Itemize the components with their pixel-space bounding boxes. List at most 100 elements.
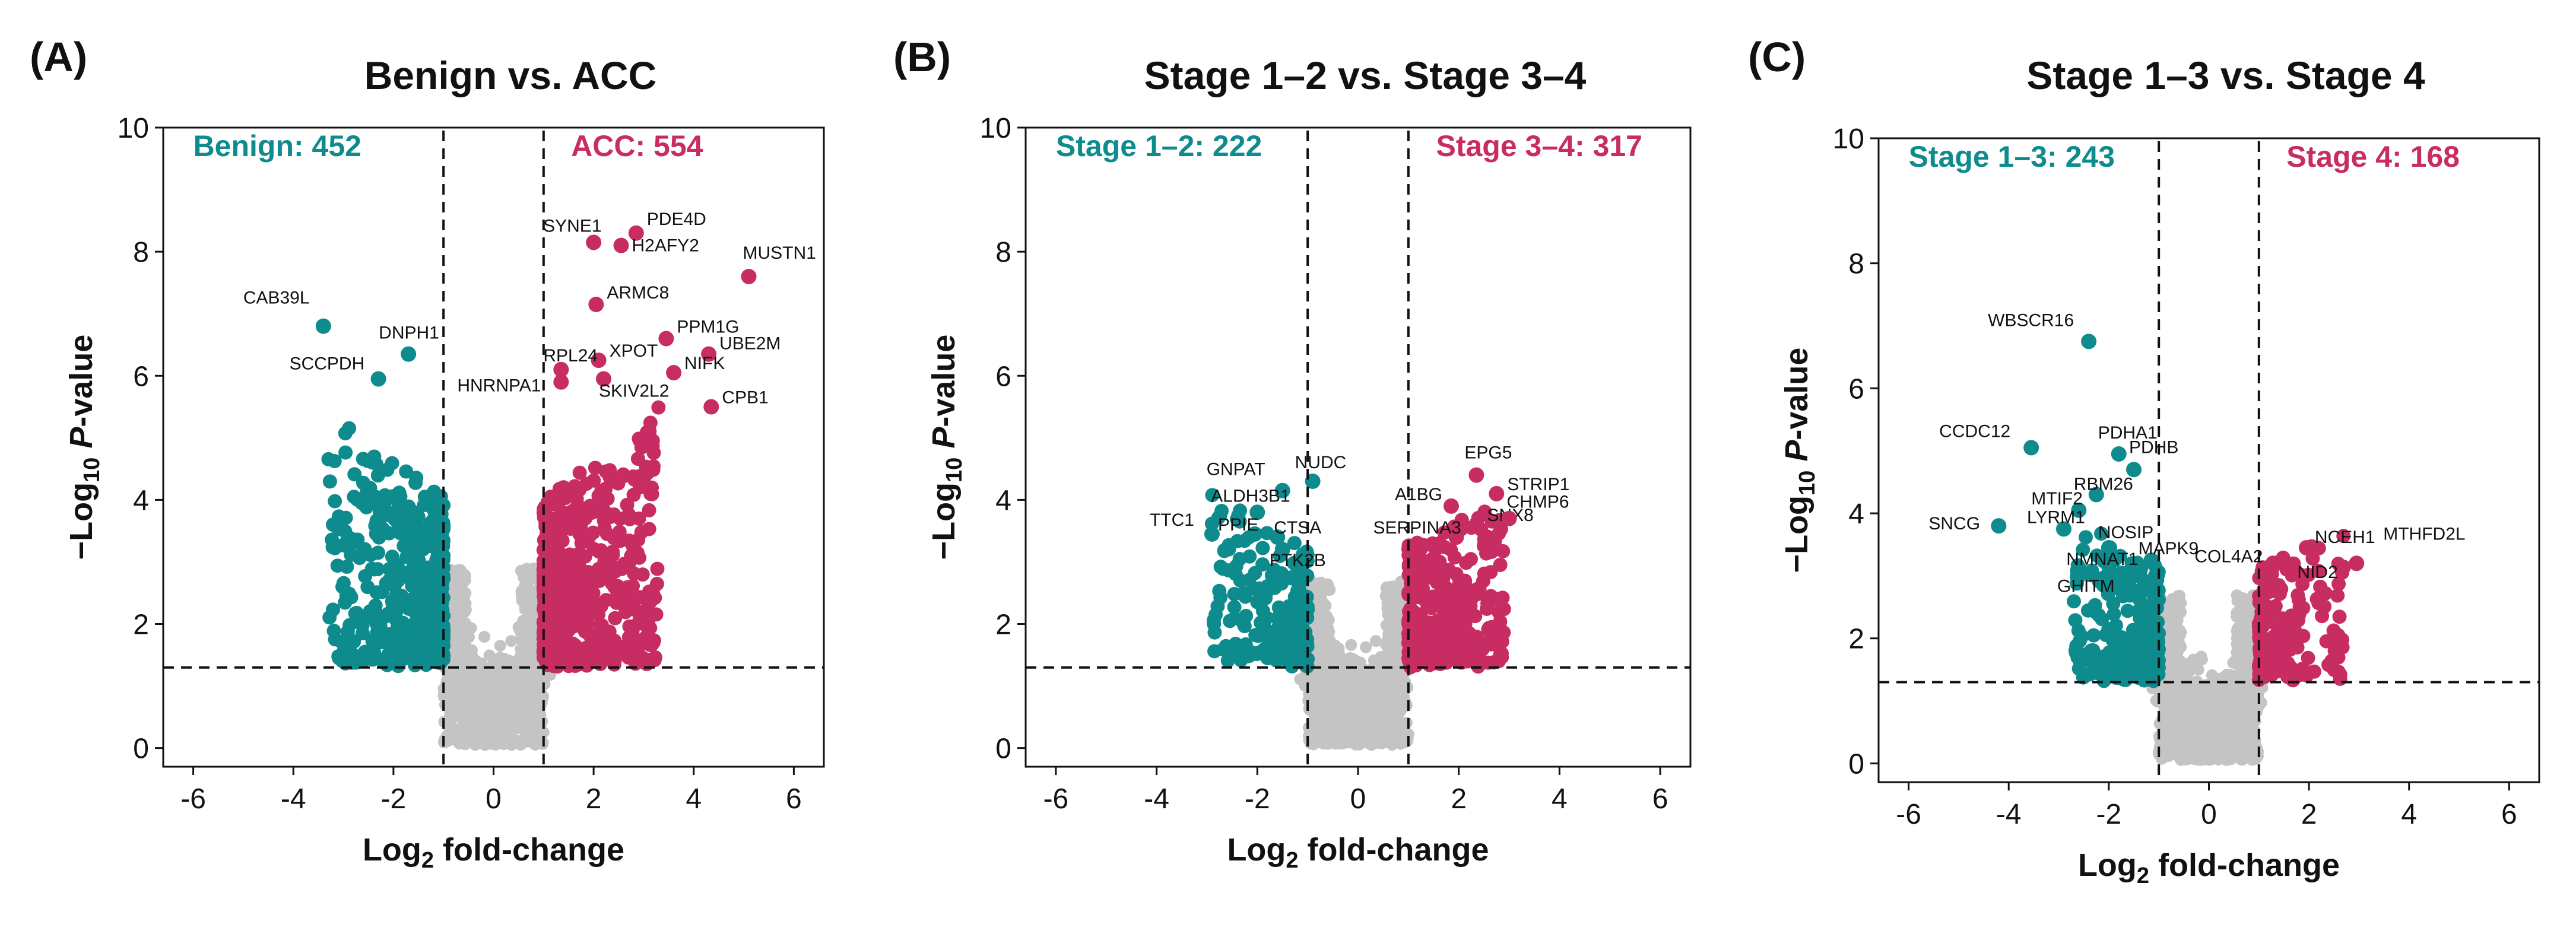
up-point — [582, 566, 597, 580]
down-point — [1238, 589, 1253, 604]
ns-point — [448, 590, 461, 602]
ns-point — [1333, 657, 1346, 669]
up-point — [565, 483, 580, 498]
ns-point — [1388, 625, 1401, 637]
ns-point — [2201, 710, 2213, 723]
ns-point — [2191, 675, 2203, 688]
up-point — [586, 586, 601, 601]
labeled-point — [1249, 504, 1265, 520]
ns-point — [525, 684, 538, 697]
labeled-point — [401, 346, 417, 362]
labeled-point — [586, 234, 602, 250]
ns-point — [2190, 730, 2202, 742]
ns-point — [1368, 654, 1380, 666]
x-axis-label: Log2 fold-change — [1227, 832, 1489, 873]
ns-point — [439, 698, 451, 711]
down-point — [370, 625, 385, 640]
down-point — [368, 519, 383, 533]
labeled-point — [1274, 542, 1290, 558]
up-point — [591, 488, 606, 503]
up-point — [1494, 602, 1509, 617]
down-point — [1277, 570, 1292, 585]
down-point — [1245, 645, 1260, 660]
up-point — [1404, 554, 1419, 569]
ns-point — [1382, 608, 1394, 621]
up-count-label: Stage 3–4: 317 — [1436, 129, 1642, 163]
gene-label: PDE4D — [647, 209, 706, 229]
ns-point — [515, 735, 527, 747]
x-tick-label: 6 — [1652, 783, 1668, 815]
down-point — [1242, 549, 1257, 564]
down-point — [1216, 561, 1230, 576]
down-point — [405, 579, 420, 593]
ns-point — [1314, 650, 1326, 663]
down-point — [1205, 488, 1220, 503]
up-point — [607, 650, 622, 665]
down-point — [402, 640, 417, 655]
gene-label: CAB39L — [243, 288, 310, 308]
gene-label: RPL24 — [543, 346, 598, 366]
labeled-point — [1448, 529, 1464, 545]
down-point — [417, 497, 432, 512]
ns-point — [1344, 704, 1357, 716]
gene-label: CPB1 — [722, 388, 768, 408]
labeled-point — [1270, 529, 1286, 545]
up-point — [1459, 555, 1474, 570]
ns-point — [1329, 735, 1341, 747]
panel-title: Stage 1–3 vs. Stage 4 — [2026, 53, 2425, 97]
ns-point — [2172, 691, 2185, 704]
up-point — [1479, 546, 1494, 561]
ns-point — [2177, 703, 2190, 716]
down-point — [1228, 567, 1243, 582]
down-point — [348, 606, 363, 621]
ns-point — [488, 694, 500, 706]
gene-label: SYNE1 — [543, 216, 601, 236]
down-point — [1227, 611, 1242, 625]
up-point — [645, 583, 659, 598]
ns-point — [528, 712, 541, 724]
up-point — [567, 612, 582, 627]
ns-point — [476, 684, 488, 697]
down-point — [1213, 590, 1228, 605]
up-point — [566, 504, 581, 519]
up-point — [626, 579, 640, 593]
gene-label: TTC1 — [1150, 510, 1194, 530]
gene-label: NUDC — [1295, 453, 1347, 472]
down-point — [369, 456, 383, 471]
up-point — [1495, 590, 1510, 605]
up-point — [573, 519, 588, 533]
ns-point — [519, 642, 531, 654]
down-point — [423, 539, 438, 554]
labeled-point — [553, 361, 569, 377]
up-point — [572, 556, 586, 571]
ns-point — [1356, 707, 1369, 719]
gene-label: SKIV2L2 — [599, 381, 669, 401]
gene-label: NIFK — [684, 354, 725, 373]
ns-point — [519, 660, 532, 672]
ns-point — [472, 715, 484, 728]
down-point — [380, 462, 395, 477]
ns-point — [1345, 639, 1357, 651]
labeled-point — [1468, 467, 1484, 483]
ns-point — [2231, 700, 2243, 713]
gene-label: CTSA — [1274, 518, 1321, 538]
down-point — [1289, 621, 1304, 636]
up-point — [1477, 566, 1492, 581]
down-point — [355, 626, 370, 641]
ns-point — [1324, 644, 1336, 657]
ns-point — [1304, 726, 1316, 738]
ns-point — [535, 697, 548, 709]
ns-point — [519, 595, 531, 608]
down-point — [410, 519, 425, 533]
up-point — [1423, 537, 1438, 552]
gene-label: H2AFY2 — [632, 236, 699, 256]
labeled-point — [701, 346, 717, 362]
up-point — [543, 490, 558, 505]
labeled-point — [666, 365, 682, 381]
ns-point — [1294, 673, 1306, 685]
ns-point — [1319, 613, 1331, 625]
down-point — [1214, 503, 1229, 518]
ns-point — [521, 578, 534, 590]
up-point — [1496, 544, 1511, 558]
